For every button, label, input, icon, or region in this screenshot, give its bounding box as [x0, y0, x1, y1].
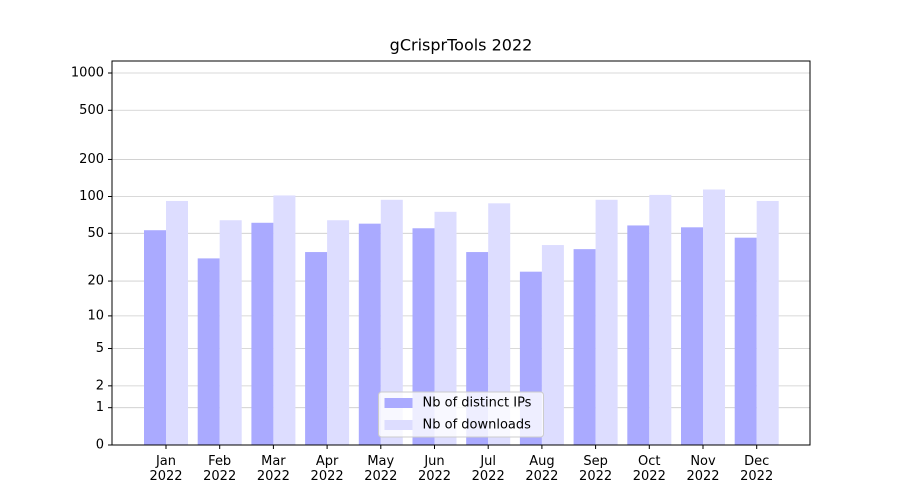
- y-tick-label: 10: [87, 308, 104, 323]
- y-tick-label: 50: [87, 226, 104, 241]
- bar: [573, 249, 596, 445]
- bar: [273, 195, 296, 445]
- y-tick-label: 5: [96, 341, 104, 356]
- legend-label: Nb of distinct IPs: [423, 396, 532, 411]
- y-tick-label: 500: [79, 103, 104, 118]
- bar: [703, 189, 725, 445]
- plot-frame: [111, 60, 811, 446]
- bar: [305, 252, 328, 445]
- bar: [144, 230, 166, 445]
- legend-label: Nb of downloads: [423, 418, 532, 433]
- y-tick-label: 100: [79, 189, 104, 204]
- bar: [488, 203, 511, 445]
- bar: [358, 223, 381, 445]
- bar: [734, 237, 757, 445]
- y-tick-label: 1000: [71, 66, 104, 81]
- bar: [681, 227, 703, 445]
- bar: [380, 199, 403, 445]
- x-tick-label: Sep 2022: [579, 454, 613, 484]
- legend-swatch: [384, 420, 413, 430]
- y-tick-label: 2: [96, 378, 104, 393]
- bar: [197, 258, 220, 445]
- x-tick-label: Mar 2022: [256, 454, 290, 484]
- y-tick-label: 200: [79, 152, 104, 167]
- x-tick-label: Nov 2022: [686, 454, 720, 484]
- bar: [541, 245, 564, 445]
- y-tick-label: 1: [96, 400, 104, 415]
- bar: [434, 211, 457, 445]
- bar: [595, 199, 618, 445]
- bar: [327, 220, 350, 445]
- bar: [219, 220, 242, 445]
- x-tick-label: Aug 2022: [525, 454, 559, 484]
- x-tick-label: Dec 2022: [740, 454, 774, 484]
- bar: [412, 228, 435, 445]
- legend-box: [378, 391, 544, 438]
- x-tick-label: Oct 2022: [632, 454, 666, 484]
- x-tick-label: Apr 2022: [310, 454, 344, 484]
- legend-swatch: [384, 398, 413, 408]
- bar: [251, 222, 274, 445]
- bar: [649, 194, 672, 445]
- x-tick-label: Jan 2022: [149, 454, 183, 484]
- x-tick-label: Jul 2022: [471, 454, 505, 484]
- x-tick-label: Jun 2022: [417, 454, 452, 484]
- bar: [756, 200, 779, 445]
- chart-title: gCrisprTools 2022: [390, 36, 533, 55]
- y-tick-label: 20: [87, 274, 104, 289]
- bar: [627, 225, 650, 445]
- x-tick-label: May 2022: [364, 454, 398, 484]
- bar: [166, 200, 188, 445]
- x-tick-label: Feb 2022: [203, 454, 237, 484]
- y-tick-label: 0: [96, 438, 104, 453]
